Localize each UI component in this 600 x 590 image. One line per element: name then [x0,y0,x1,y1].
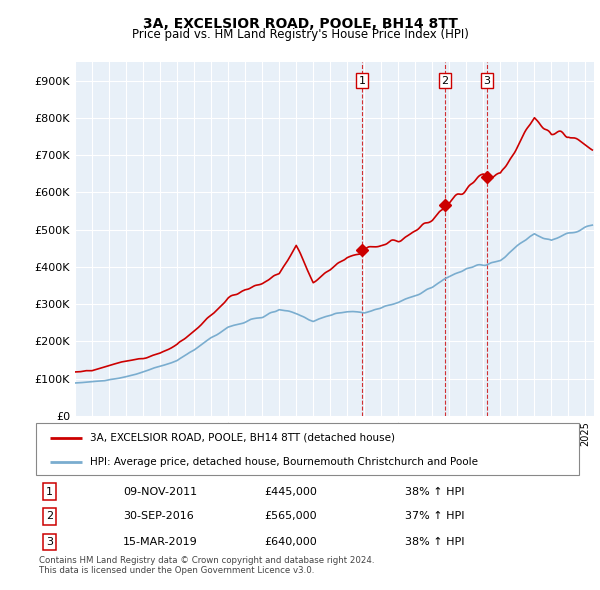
Text: 15-MAR-2019: 15-MAR-2019 [123,537,197,547]
Text: 1: 1 [46,487,53,497]
Text: This data is licensed under the Open Government Licence v3.0.: This data is licensed under the Open Gov… [39,566,314,575]
Text: 38% ↑ HPI: 38% ↑ HPI [405,537,465,547]
Text: 30-SEP-2016: 30-SEP-2016 [123,512,194,522]
Text: 38% ↑ HPI: 38% ↑ HPI [405,487,465,497]
FancyBboxPatch shape [36,423,579,475]
Text: Price paid vs. HM Land Registry's House Price Index (HPI): Price paid vs. HM Land Registry's House … [131,28,469,41]
Text: £640,000: £640,000 [264,537,317,547]
Text: 3A, EXCELSIOR ROAD, POOLE, BH14 8TT: 3A, EXCELSIOR ROAD, POOLE, BH14 8TT [143,17,457,31]
Text: HPI: Average price, detached house, Bournemouth Christchurch and Poole: HPI: Average price, detached house, Bour… [91,457,478,467]
Text: 3: 3 [46,537,53,547]
Text: 2: 2 [46,512,53,522]
Text: 1: 1 [358,76,365,86]
Text: £445,000: £445,000 [264,487,317,497]
Text: 09-NOV-2011: 09-NOV-2011 [123,487,197,497]
Text: Contains HM Land Registry data © Crown copyright and database right 2024.: Contains HM Land Registry data © Crown c… [39,556,374,565]
Text: 2: 2 [442,76,449,86]
Text: 3: 3 [484,76,490,86]
Text: 3A, EXCELSIOR ROAD, POOLE, BH14 8TT (detached house): 3A, EXCELSIOR ROAD, POOLE, BH14 8TT (det… [91,432,395,442]
Text: £565,000: £565,000 [264,512,317,522]
Text: 37% ↑ HPI: 37% ↑ HPI [405,512,465,522]
